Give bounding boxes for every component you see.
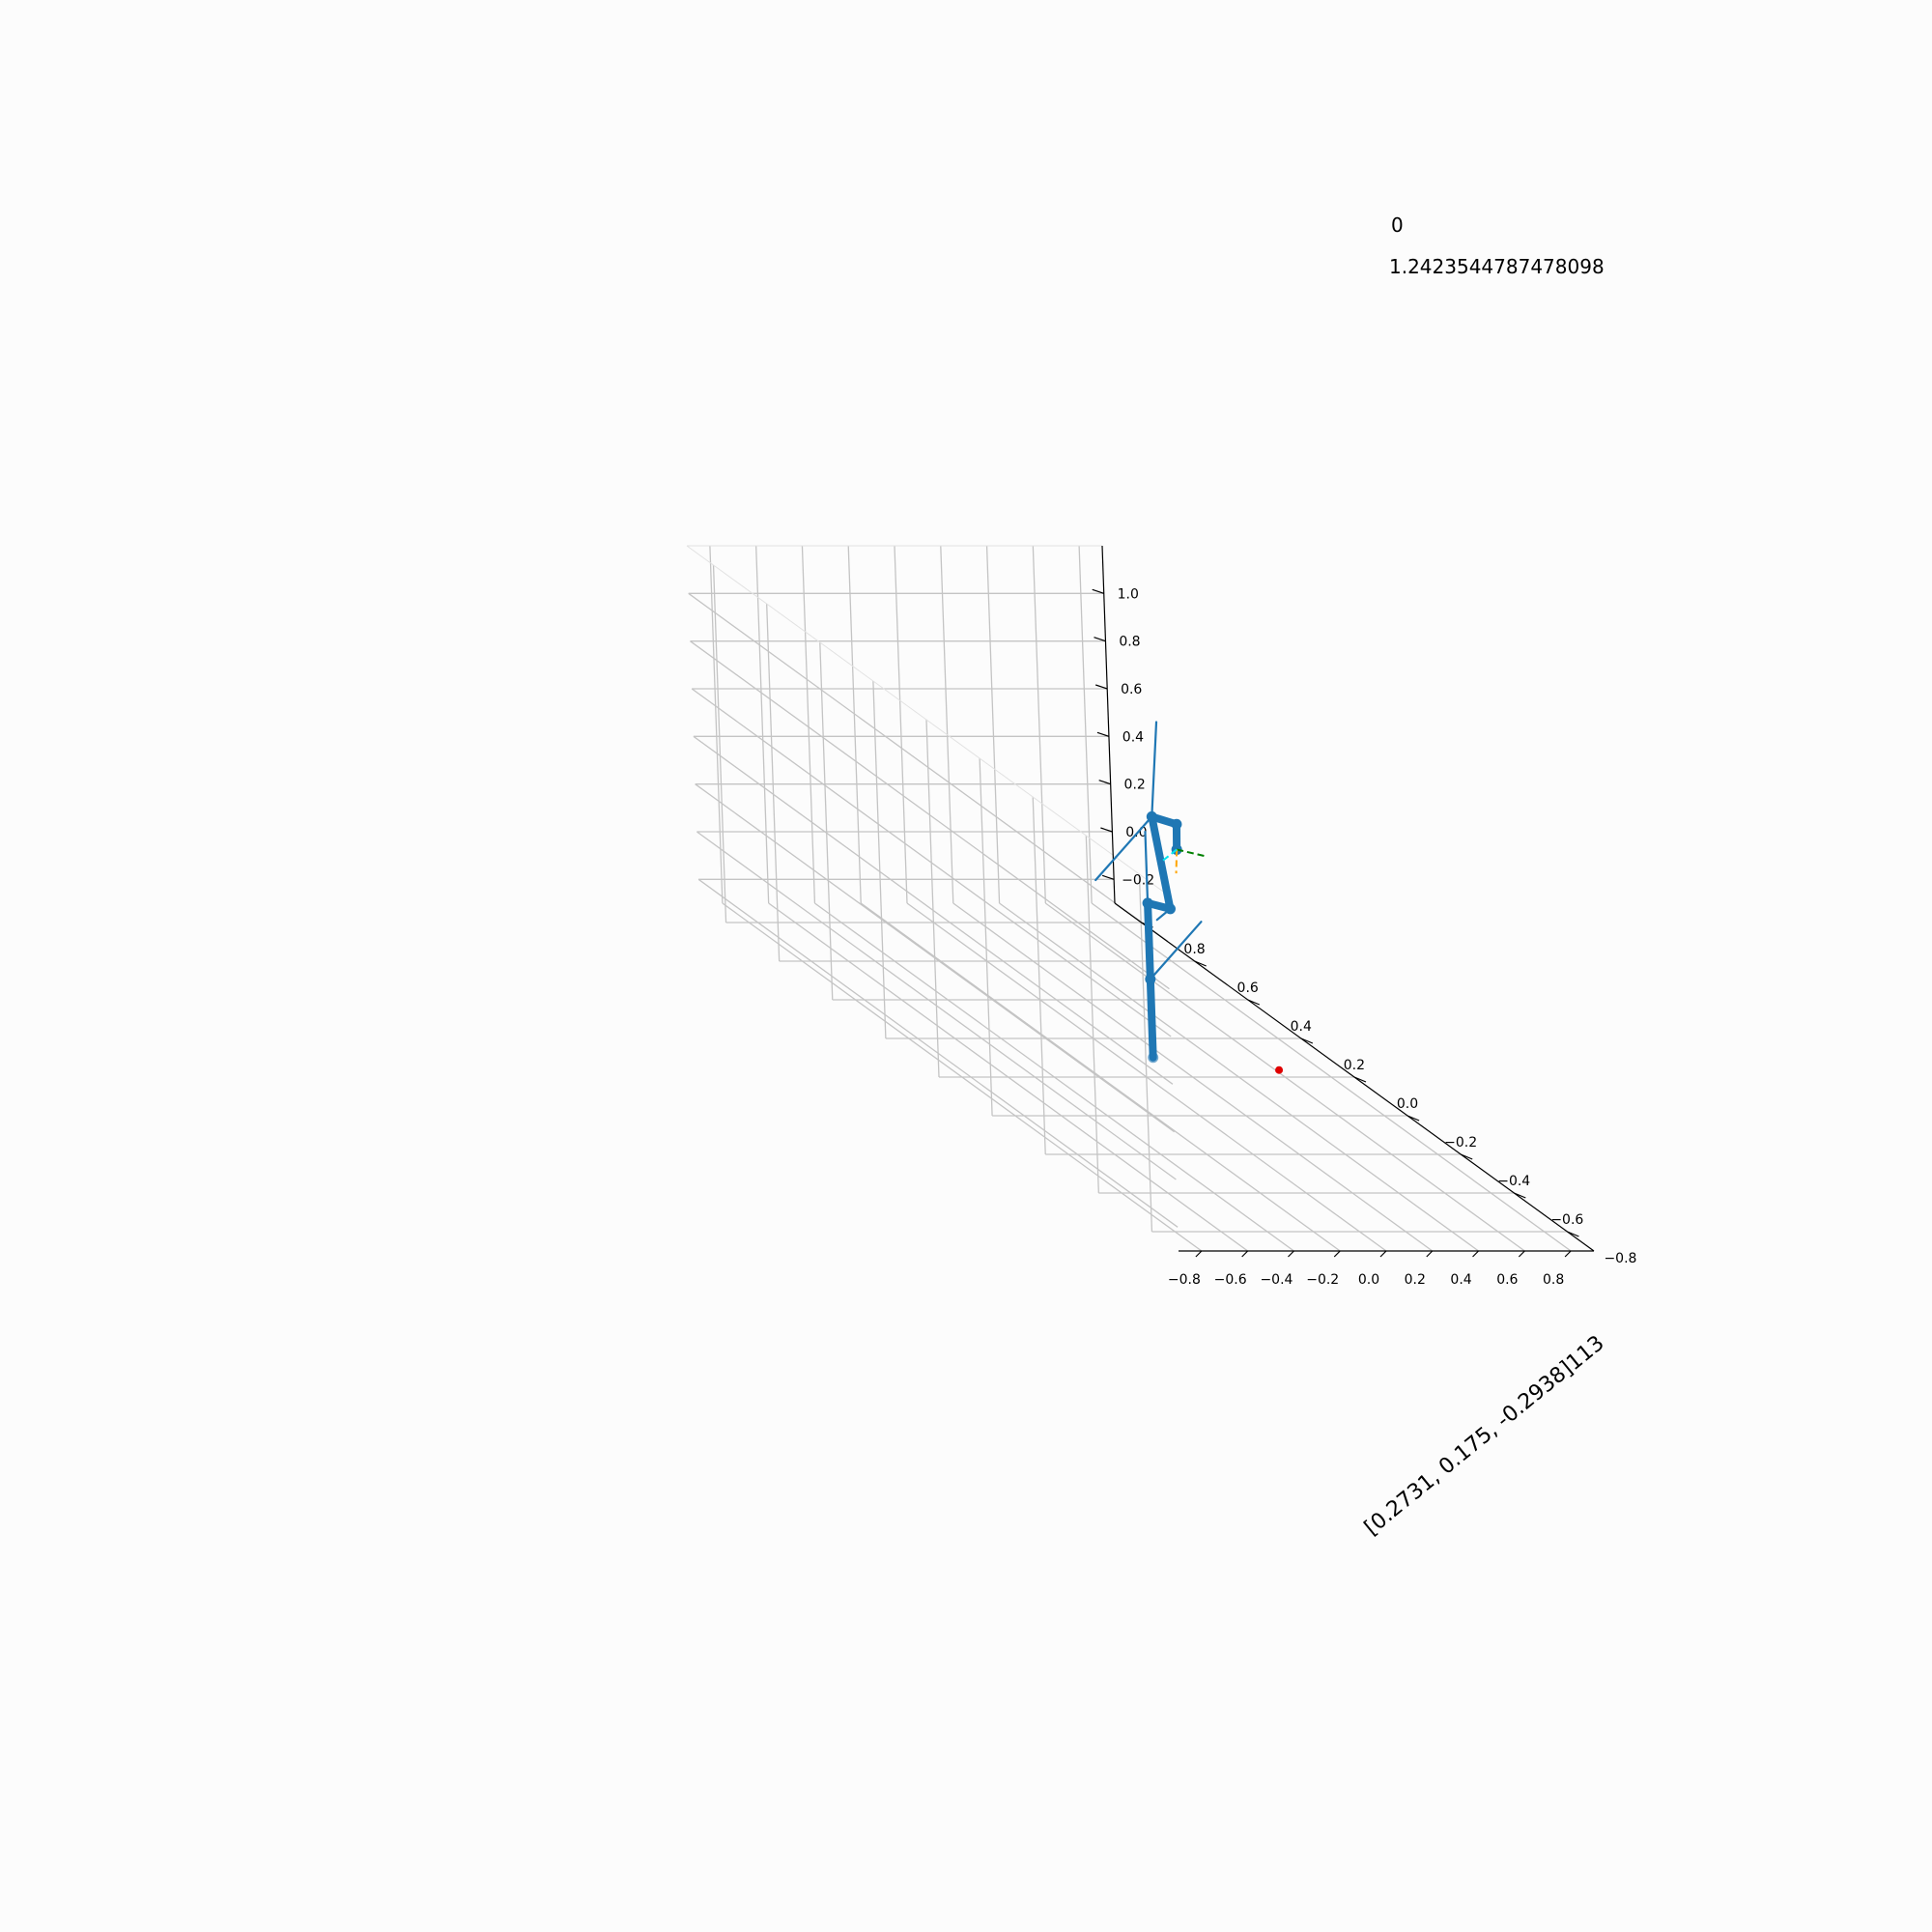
gridline-x-back xyxy=(1078,545,1093,904)
skeleton-limb xyxy=(1151,721,1158,818)
skeleton-joint xyxy=(1145,974,1156,985)
z-tick-label: −0.2 xyxy=(1122,872,1154,888)
gridline-z-side xyxy=(693,735,1174,1085)
annotation-value: 1.2423544787478098 xyxy=(1389,255,1605,278)
y-axis-label: [0.2731, 0.175, -0.2938]113 xyxy=(1360,1331,1609,1541)
z-tick xyxy=(1094,637,1106,642)
gridline-x-back xyxy=(940,545,954,904)
skeleton-bone xyxy=(1144,812,1181,913)
gridline-x-back xyxy=(894,545,908,904)
gridline-x-back xyxy=(985,545,1001,904)
skeleton-limb xyxy=(1094,815,1153,882)
plot-area xyxy=(1094,721,1284,1074)
gridline-x-back xyxy=(1032,545,1046,904)
gridline-y-side xyxy=(819,641,834,1001)
gridline-z-side xyxy=(691,688,1172,1037)
target-point xyxy=(1275,1065,1284,1074)
z-tick-label: 0.6 xyxy=(1121,682,1142,697)
z-tick xyxy=(1096,731,1110,737)
x-tick xyxy=(1288,1250,1294,1258)
x-tick xyxy=(1379,1250,1387,1258)
z-tick xyxy=(1101,874,1115,880)
y-tick-label: 0.6 xyxy=(1237,980,1259,996)
gridline-y-side xyxy=(1138,873,1153,1233)
z-axis-line xyxy=(1101,545,1116,904)
x-tick-label: 0.0 xyxy=(1358,1272,1379,1288)
z-tick-label: 0.8 xyxy=(1119,635,1140,650)
skeleton-joint xyxy=(1148,1052,1159,1064)
gridline-z-side xyxy=(696,831,1177,1180)
x-tick-label: −0.6 xyxy=(1214,1272,1247,1288)
gridline-z-side xyxy=(688,592,1169,942)
x-tick-label: 0.2 xyxy=(1405,1272,1426,1288)
gridline-x-back xyxy=(847,545,862,904)
x-tick xyxy=(1241,1250,1249,1258)
skeleton-joint xyxy=(1142,897,1153,909)
gridline-x-back xyxy=(801,545,816,904)
frame-axis xyxy=(1176,848,1208,858)
gridline-y-side xyxy=(979,757,993,1117)
tick-labels: −0.8 −0.6 −0.4 −0.2 0.0 0.2 0.4 0.6 0.8−0.8−0.6−… xyxy=(1118,586,1637,1288)
x-tick xyxy=(1564,1250,1572,1258)
x-tick-label: −0.4 xyxy=(1260,1272,1293,1288)
y-tick-label: 0.2 xyxy=(1344,1058,1365,1073)
y-tick xyxy=(1567,1231,1579,1237)
annotation-frame-index: 0 xyxy=(1391,213,1404,237)
axis-lines xyxy=(1101,545,1595,1252)
frame-axis xyxy=(1159,848,1178,864)
frame-axis xyxy=(1175,849,1179,874)
z-tick xyxy=(1098,780,1111,785)
y-tick xyxy=(1406,1115,1420,1122)
z-tick xyxy=(1100,827,1113,833)
x-tick xyxy=(1518,1250,1525,1258)
pane-edge xyxy=(686,545,1167,895)
tick-marks xyxy=(1092,588,1579,1258)
z-tick-label: 0.2 xyxy=(1124,778,1146,793)
y-tick-label: 0.0 xyxy=(1397,1096,1418,1112)
axes-grid xyxy=(686,545,1572,1252)
z-tick-label: 1.0 xyxy=(1118,586,1139,602)
gridline-y-side xyxy=(1085,835,1099,1194)
y-tick xyxy=(1460,1153,1473,1160)
x-tick-label: 0.8 xyxy=(1543,1272,1564,1288)
gridline-y-side xyxy=(766,603,781,962)
y-tick-label: 0.4 xyxy=(1291,1019,1312,1035)
y-tick-label: −0.6 xyxy=(1550,1212,1583,1228)
gridline-z-side xyxy=(697,878,1179,1228)
z-tick xyxy=(1095,684,1108,690)
y-tick xyxy=(1353,1076,1367,1083)
y-tick xyxy=(1247,999,1261,1006)
gridline-z-side xyxy=(695,783,1176,1133)
skeleton-joint xyxy=(1171,818,1182,830)
y-tick-label: −0.8 xyxy=(1604,1251,1636,1266)
skeleton-limb xyxy=(1149,921,1203,980)
y-tick xyxy=(1300,1037,1314,1044)
skeleton-joint xyxy=(1164,903,1176,915)
skeleton-limb xyxy=(1144,830,1150,905)
z-tick xyxy=(1092,588,1104,594)
x-tick xyxy=(1195,1250,1203,1258)
y-tick xyxy=(1194,960,1207,967)
skeleton-joint xyxy=(1146,810,1157,822)
x-tick-label: −0.8 xyxy=(1168,1272,1201,1288)
x-tick xyxy=(1426,1250,1434,1258)
gridline-x-back xyxy=(709,545,724,904)
gridline-y-side xyxy=(712,564,727,923)
y-tick xyxy=(1514,1192,1526,1199)
gridline-y-side xyxy=(872,680,887,1039)
gridline-z-side xyxy=(690,640,1170,990)
gridline-y-side xyxy=(1032,796,1046,1155)
gridline-y-side xyxy=(925,719,940,1078)
y-tick-label: 0.8 xyxy=(1183,942,1205,957)
x-tick-label: 0.6 xyxy=(1496,1272,1518,1288)
gridline-x-back xyxy=(755,545,770,904)
z-tick-label: 0.4 xyxy=(1122,729,1144,745)
y-tick-label: −0.4 xyxy=(1497,1174,1530,1189)
y-tick-label: −0.2 xyxy=(1444,1135,1477,1151)
x-tick-label: −0.2 xyxy=(1306,1272,1339,1288)
x-tick-label: 0.4 xyxy=(1450,1272,1471,1288)
x-tick xyxy=(1472,1250,1479,1258)
x-tick xyxy=(1333,1250,1341,1258)
